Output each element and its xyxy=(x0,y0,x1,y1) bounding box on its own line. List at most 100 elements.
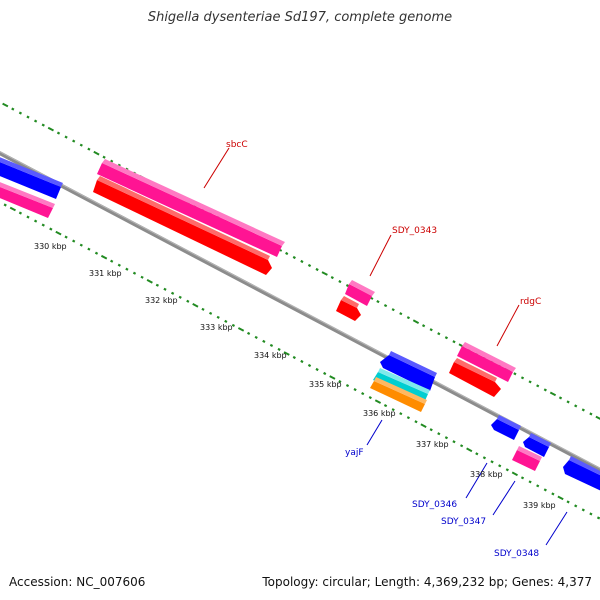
gene-label-yajF: yajF xyxy=(345,448,364,458)
tick-mark xyxy=(581,508,585,512)
tick-mark xyxy=(72,139,76,143)
gene-feature xyxy=(380,355,435,391)
tick-mark xyxy=(452,440,456,444)
cds-feature xyxy=(93,180,272,275)
cds-feature xyxy=(449,362,501,397)
tick-mark xyxy=(338,380,342,384)
tick-mark xyxy=(33,219,38,223)
tick-mark xyxy=(26,215,30,219)
tick-mark xyxy=(330,276,334,280)
tick-mark xyxy=(460,444,464,448)
gene-label-SDY_0348: SDY_0348 xyxy=(494,549,539,559)
tick-mark xyxy=(155,283,159,287)
tick-mark xyxy=(47,126,54,132)
tick-mark xyxy=(64,135,68,139)
tick-mark xyxy=(475,452,479,456)
tick-mark xyxy=(338,280,342,284)
tick-mark xyxy=(490,460,494,464)
tick-mark xyxy=(201,307,205,311)
tick-mark xyxy=(399,312,403,316)
tick-label: 332 kbp xyxy=(145,296,178,305)
tick-mark xyxy=(72,239,76,243)
tick-mark xyxy=(511,471,518,477)
tick-mark xyxy=(110,159,114,163)
tick-mark xyxy=(33,119,38,123)
tick-mark xyxy=(551,492,555,496)
tick-mark xyxy=(2,102,9,108)
tick-mark xyxy=(505,468,509,472)
tick-mark xyxy=(307,263,312,268)
tick-mark xyxy=(321,271,328,276)
tick-mark xyxy=(323,371,327,376)
tick-mark xyxy=(528,480,532,484)
tick-mark xyxy=(55,230,62,236)
tick-label: 334 kbp xyxy=(254,351,287,360)
tick-mark xyxy=(399,412,403,416)
tick-mark xyxy=(589,412,593,416)
gene-feature xyxy=(491,419,519,440)
tick-mark xyxy=(254,335,258,339)
tick-mark xyxy=(117,163,121,167)
tick-mark xyxy=(64,235,68,239)
tick-mark xyxy=(18,211,22,215)
label-leader xyxy=(366,419,383,446)
tick-mark xyxy=(56,131,61,135)
tick-mark xyxy=(132,271,137,275)
tick-mark xyxy=(87,247,91,251)
reverse-features xyxy=(0,157,600,491)
label-leader xyxy=(492,480,516,516)
tick-mark xyxy=(18,111,22,115)
tick-mark xyxy=(383,404,388,408)
tick-mark xyxy=(3,203,7,207)
label-leader xyxy=(496,304,520,347)
gene-feature xyxy=(457,346,513,382)
tick-mark xyxy=(94,251,99,255)
cds-feature xyxy=(370,381,425,412)
tick-mark xyxy=(315,267,319,272)
label-leader xyxy=(203,147,230,189)
tick-mark xyxy=(146,279,153,284)
tick-mark xyxy=(186,299,190,303)
tick-mark xyxy=(596,516,600,520)
tick-mark xyxy=(574,504,578,508)
tick-mark xyxy=(269,343,274,347)
tick-mark xyxy=(79,243,83,247)
tick-mark xyxy=(353,388,357,392)
tick-mark xyxy=(117,263,121,267)
tick-mark xyxy=(374,399,382,404)
tick-mark xyxy=(513,372,517,376)
tick-label: 339 kbp xyxy=(523,501,556,510)
tick-mark xyxy=(528,380,532,384)
tick-mark xyxy=(307,363,312,368)
tick-mark xyxy=(192,303,199,308)
tick-mark xyxy=(368,396,372,400)
tick-mark xyxy=(315,367,319,372)
tick-mark xyxy=(566,400,570,404)
tick-mark xyxy=(574,404,578,408)
gene-feature xyxy=(0,186,53,218)
tick-mark xyxy=(237,327,245,332)
tick-mark xyxy=(376,300,380,304)
tick-mark xyxy=(41,123,45,127)
tick-mark xyxy=(520,376,525,380)
tick-mark xyxy=(452,340,456,344)
gene-feature xyxy=(97,163,282,257)
tick-mark xyxy=(292,355,296,360)
tick-mark xyxy=(26,115,30,119)
tick-label: 331 kbp xyxy=(89,269,122,278)
tick-label: 336 kbp xyxy=(363,409,396,418)
tick-mark xyxy=(292,255,296,260)
tick-mark xyxy=(178,295,182,299)
tick-mark xyxy=(383,304,388,308)
tick-mark xyxy=(41,223,45,227)
tick-mark xyxy=(283,351,290,356)
tick-mark xyxy=(429,428,433,432)
tick-mark xyxy=(209,311,213,315)
tick-mark xyxy=(125,267,129,271)
tick-mark xyxy=(412,319,420,324)
tick-mark xyxy=(406,416,410,420)
tick-mark xyxy=(557,495,564,501)
tick-mark xyxy=(466,447,473,453)
tick-mark xyxy=(558,396,563,400)
tick-mark xyxy=(11,107,15,111)
